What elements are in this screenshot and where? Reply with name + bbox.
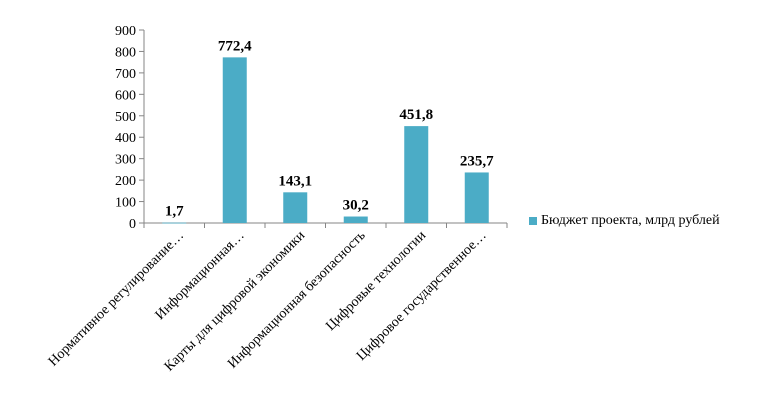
y-tick-label: 300 <box>115 153 136 168</box>
x-tick-label: Цифровое государственное… <box>354 228 490 364</box>
legend-swatch <box>529 217 537 225</box>
data-label: 30,2 <box>343 198 369 214</box>
y-tick-label: 800 <box>115 45 136 60</box>
bar <box>283 192 308 223</box>
data-label: 143,1 <box>278 173 312 189</box>
y-tick-label: 100 <box>115 196 136 211</box>
y-tick-label: 0 <box>129 217 136 232</box>
data-label: 451,8 <box>399 107 433 123</box>
data-label: 772,4 <box>218 38 252 54</box>
bar <box>343 216 368 223</box>
y-tick-label: 200 <box>115 174 136 189</box>
bar <box>464 172 489 223</box>
x-tick-label: Цифровые технологии <box>323 228 429 334</box>
data-label: 1,7 <box>165 204 184 220</box>
bar <box>162 222 187 224</box>
bar <box>404 126 429 223</box>
y-tick-label: 700 <box>115 67 136 82</box>
bar <box>222 57 247 223</box>
legend: Бюджет проекта, млрд рублей <box>529 213 720 229</box>
legend-label: Бюджет проекта, млрд рублей <box>541 213 720 228</box>
y-tick-label: 500 <box>115 110 136 125</box>
y-tick-label: 400 <box>115 131 136 146</box>
y-tick-label: 900 <box>115 24 136 39</box>
data-label: 235,7 <box>460 153 494 169</box>
y-tick-label: 600 <box>115 88 136 103</box>
